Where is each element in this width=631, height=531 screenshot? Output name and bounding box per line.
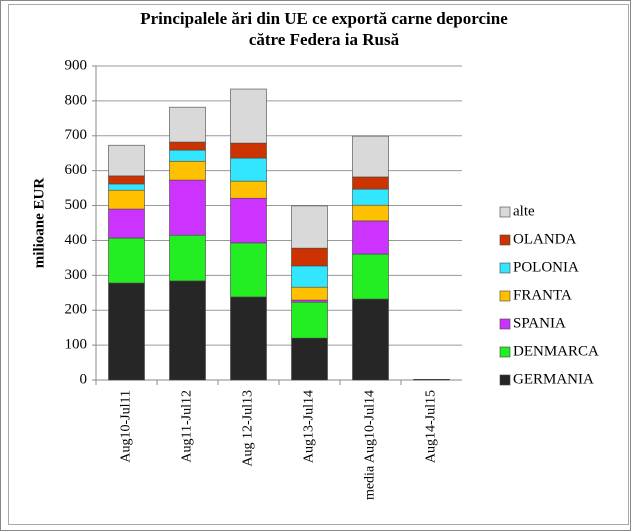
bar-segment [352,253,389,300]
bar-segment [291,337,328,381]
bar-segment [108,282,145,381]
bar-segment [352,176,389,190]
bar-segment [108,189,145,210]
y-tick-label: 900 [65,57,88,73]
x-tick-label: Aug14-Jul15 [424,390,439,463]
bar-segment [169,179,206,236]
bar-segment [230,157,267,182]
bar-segment [108,175,145,185]
legend-swatch [499,318,511,330]
bar-segment [169,141,206,151]
chart-frame [8,4,629,525]
y-tick-label: 0 [80,371,88,387]
legend-swatch [499,206,511,218]
bar-segment [169,149,206,162]
bar-segment [108,144,145,177]
bar-segment [291,286,328,301]
bar-segment [352,298,389,381]
y-tick-label: 300 [65,267,88,283]
y-tick-label: 500 [65,197,88,213]
bar-segment [108,237,145,284]
bar-segment [108,208,145,239]
bar-segment [291,205,328,249]
bar-segment [291,265,328,288]
bar-segment [291,301,328,339]
y-tick-label: 800 [65,92,88,108]
x-tick-label: Aug10-Jul11 [119,390,134,463]
chart-title: către Federa ia Rusă [249,30,400,49]
bar-segment [230,180,267,199]
bar-segment [352,220,389,255]
legend-swatch [499,262,511,274]
bar-segment [352,204,389,222]
legend-label: DENMARCA [513,343,599,359]
chart-title: Principalele ări din UE ce exportă carne… [140,9,508,28]
y-tick-label: 400 [65,232,88,248]
bar-segment [169,106,206,143]
bar-segment [291,299,328,303]
bar-segment [230,296,267,381]
x-tick-label: Aug13-Jul14 [302,390,317,463]
bar-segment [108,183,145,191]
legend-swatch [499,374,511,386]
bar-segment [291,247,328,267]
bar-segment [230,242,267,298]
x-tick-label: media Aug10-Jul14 [363,390,378,500]
bar-segment [169,280,206,381]
y-tick-label: 100 [65,337,88,353]
bar-segment [169,160,206,181]
x-tick-label: Aug 12-Jul13 [241,390,256,467]
legend-swatch [499,290,511,302]
y-tick-label: 200 [65,302,88,318]
x-tick-label: Aug11-Jul12 [180,390,195,463]
bar-segment [169,234,206,282]
legend-label: OLANDA [513,231,576,247]
legend-label: POLONIA [513,259,579,275]
bar-segment [352,188,389,206]
bar-segment [352,135,389,178]
y-axis-label: milioane EUR [31,178,47,269]
legend-swatch [499,346,511,358]
legend-label: GERMANIA [513,371,594,387]
bar-segment [230,88,267,144]
legend-label: FRANTA [513,287,572,303]
legend-label: alte [513,203,535,219]
bar-segment [230,142,267,159]
legend-swatch [499,234,511,246]
y-tick-label: 600 [65,162,88,178]
bar-segment [230,197,267,244]
legend-label: SPANIA [513,315,566,331]
y-tick-label: 700 [65,127,88,143]
bar-segment [413,379,450,381]
